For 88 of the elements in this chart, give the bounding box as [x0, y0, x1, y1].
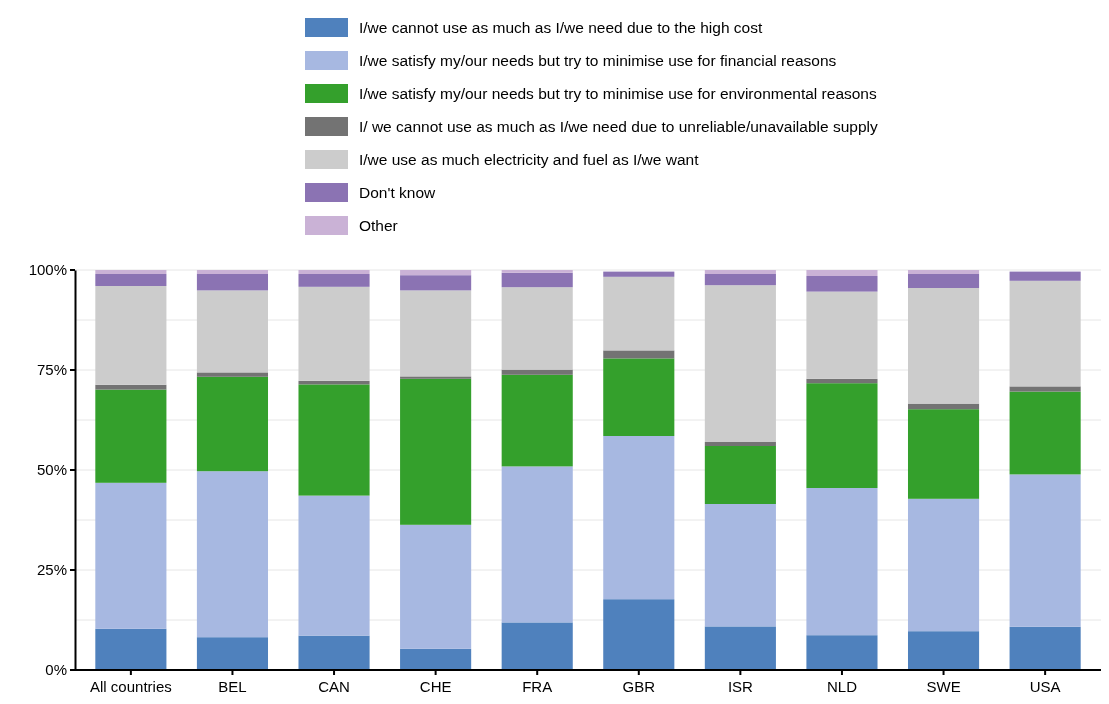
bar [400, 648, 472, 670]
bar [196, 376, 269, 472]
bar [603, 358, 675, 436]
bar [95, 270, 167, 274]
bar [1009, 280, 1081, 387]
y-tick-label: 100% [28, 261, 67, 279]
x-tick-label: GBR [622, 677, 656, 695]
bar [95, 286, 167, 385]
bar [196, 290, 269, 373]
bar [704, 504, 776, 627]
bar [907, 409, 980, 499]
y-tick-label: 50% [36, 461, 67, 479]
legend-label: I/we satisfy my/our needs but try to minimise use for financial reasons [359, 52, 837, 69]
bar [95, 384, 167, 390]
bar [298, 286, 370, 381]
bar [298, 384, 370, 496]
bar [501, 466, 573, 623]
x-tick-label: CAN [318, 677, 350, 695]
x-tick-label: FRA [522, 677, 553, 695]
bar [806, 378, 878, 384]
bar [907, 270, 980, 274]
bar [806, 383, 878, 488]
legend-label: I/we cannot use as much as I/we need due to the high cost [359, 19, 763, 36]
bar [196, 270, 269, 274]
bar [95, 482, 167, 629]
bar [704, 626, 776, 670]
bar [806, 270, 878, 276]
bar [1009, 474, 1081, 627]
bar [806, 276, 878, 292]
bar [1009, 391, 1081, 475]
x-tick-label: ISR [727, 677, 754, 695]
bar [196, 471, 269, 638]
legend-label: Other [359, 217, 398, 234]
bar [400, 275, 472, 291]
x-tick-label: SWE [926, 677, 961, 695]
bar [704, 270, 776, 274]
bar [95, 274, 167, 286]
bar [501, 270, 573, 273]
bar [501, 374, 573, 467]
legend-label: I/we use as much electricity and fuel as I/we want [359, 151, 700, 168]
bar [298, 270, 370, 274]
bar [400, 270, 472, 276]
bar [400, 290, 472, 377]
bar [400, 378, 472, 525]
bar [806, 488, 878, 636]
bar [298, 635, 370, 670]
bar [298, 274, 370, 287]
bar [95, 389, 167, 483]
bar [603, 350, 675, 359]
bar [501, 369, 573, 375]
bar [1009, 271, 1081, 281]
legend-label: I/ we cannot use as much as I/we need due to unreliable/unavailable supply [359, 118, 878, 135]
bar [603, 599, 675, 670]
bar [907, 498, 980, 632]
y-tick-label: 75% [36, 361, 67, 379]
bar [907, 274, 980, 288]
legend-label: I/we satisfy my/our needs but try to minimise use for environmental reasons [359, 85, 877, 102]
bar [1009, 386, 1081, 392]
bar [501, 287, 573, 370]
x-tick-label: USA [1029, 677, 1061, 695]
bar [196, 637, 269, 670]
bar [907, 288, 980, 404]
y-tick-label: 25% [36, 561, 67, 579]
bar [806, 635, 878, 670]
bar [704, 285, 776, 442]
bar [400, 524, 472, 649]
bar [704, 274, 776, 286]
bar [704, 442, 776, 446]
y-tick-label: 0% [45, 661, 67, 679]
bar [603, 436, 675, 600]
legend-label: Don't know [359, 184, 436, 201]
x-tick-label: BEL [218, 677, 247, 695]
bar [603, 271, 675, 277]
bar [806, 291, 878, 379]
bar [196, 372, 269, 377]
x-tick-label: All countries [90, 677, 172, 695]
bar [704, 446, 776, 504]
bar [501, 272, 573, 288]
bar [298, 495, 370, 636]
bar [907, 631, 980, 670]
bar [603, 276, 675, 351]
bar [196, 274, 269, 291]
bar [400, 376, 472, 379]
bar [501, 622, 573, 670]
x-tick-label: NLD [826, 677, 858, 695]
bar [1009, 626, 1081, 670]
x-tick-label: CHE [419, 677, 452, 695]
bar [95, 628, 167, 670]
